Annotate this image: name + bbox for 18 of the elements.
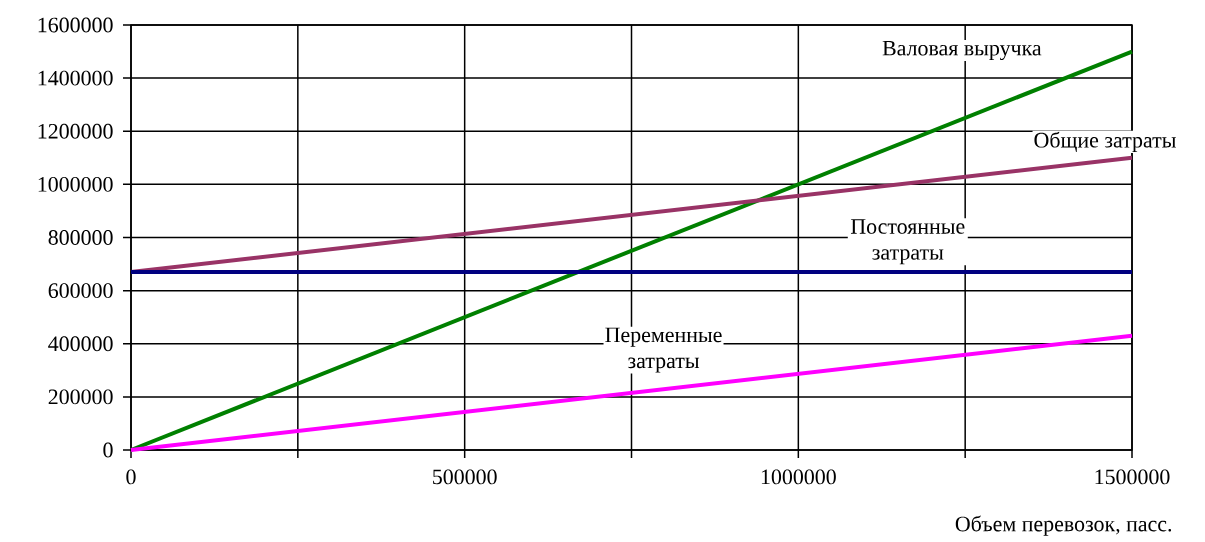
y-tick-label: 1600000 [38, 17, 113, 33]
y-tick-label: 0 [103, 442, 113, 458]
y-tick-label: 800000 [48, 230, 113, 245]
y-tick-label: 1400000 [38, 70, 113, 86]
x-tick-label: 1500000 [1095, 469, 1170, 485]
series-label: Валовая выручка [882, 40, 1042, 61]
y-tick-label: 1000000 [38, 176, 113, 192]
series-label: Переменные затраты [605, 327, 722, 373]
y-tick-label: 200000 [48, 389, 113, 405]
series-label: Общие затраты [1034, 131, 1176, 153]
y-tick-label: 400000 [48, 336, 113, 352]
y-tick-label: 1200000 [38, 123, 113, 139]
x-tick-label: 1000000 [761, 469, 836, 485]
series-label: Постоянные затраты [850, 219, 965, 265]
x-tick-label: 0 [126, 469, 136, 485]
y-tick-label: 600000 [48, 283, 113, 299]
x-tick-label: 500000 [433, 469, 497, 485]
x-axis-title: Объем перевозок, пасс. [955, 515, 1172, 536]
